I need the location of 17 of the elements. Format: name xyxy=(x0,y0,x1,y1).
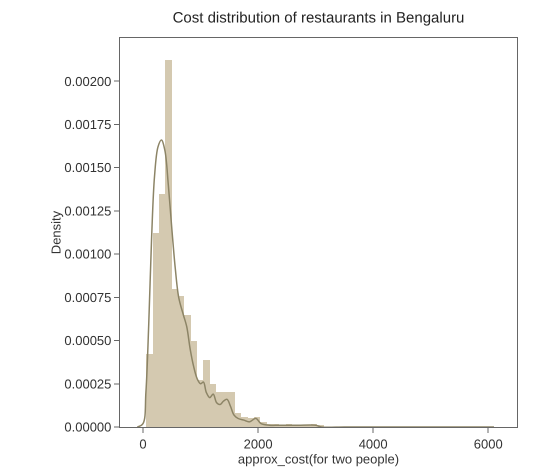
x-tick-label: 2000 xyxy=(244,436,273,452)
x-tick-label: 6000 xyxy=(474,436,503,452)
x-tick-label: 4000 xyxy=(358,436,388,452)
y-tick-label: 0.00200 xyxy=(64,74,112,89)
y-tick-label: 0.00150 xyxy=(64,160,112,176)
y-tick-label: 0.00050 xyxy=(64,333,112,348)
y-tick-label: 0.00075 xyxy=(64,290,112,305)
y-tick-label: 0.00025 xyxy=(64,376,112,392)
y-tick-label: 0.00125 xyxy=(64,203,112,218)
x-axis-title: approx_cost(for two people) xyxy=(238,452,400,467)
y-tick-label: 0.00175 xyxy=(64,116,112,132)
x-tick-label: 0 xyxy=(139,436,147,452)
y-tick-label: 0.00100 xyxy=(64,246,112,262)
chart-title: Cost distribution of restaurants in Bengaluru xyxy=(172,9,464,26)
y-tick-label: 0.00000 xyxy=(64,420,112,435)
line-series xyxy=(136,139,495,427)
y-axis-title: Density xyxy=(48,210,64,254)
